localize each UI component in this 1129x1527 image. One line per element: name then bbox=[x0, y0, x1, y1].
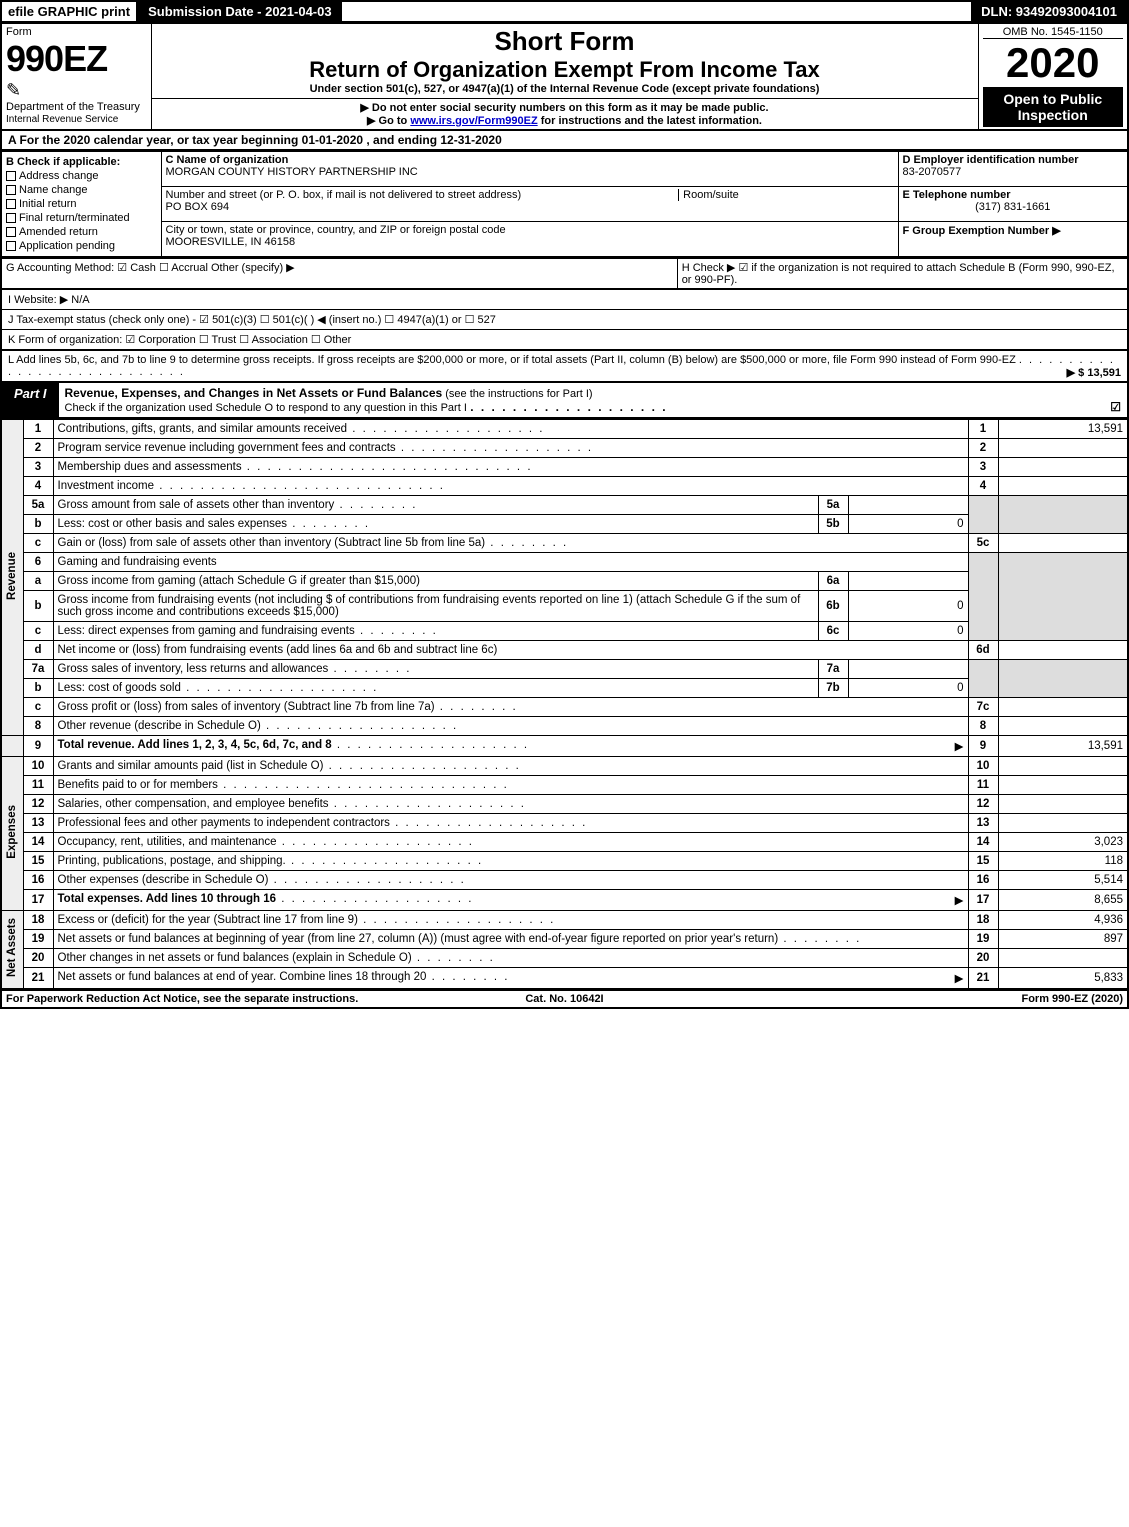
line9-val: 13,591 bbox=[998, 736, 1128, 757]
expenses-side-label: Expenses bbox=[1, 757, 23, 911]
line15-val: 118 bbox=[998, 852, 1128, 871]
section-d: D Employer identification number 83-2070… bbox=[898, 152, 1128, 187]
section-e: E Telephone number (317) 831-1661 bbox=[898, 186, 1128, 221]
dln-label: DLN: 93492093004101 bbox=[971, 2, 1127, 21]
chk-name[interactable] bbox=[6, 185, 16, 195]
row-a-taxyear: A For the 2020 calendar year, or tax yea… bbox=[0, 131, 1129, 151]
chk-address[interactable] bbox=[6, 171, 16, 181]
section-c-street: Number and street (or P. O. box, if mail… bbox=[161, 186, 898, 221]
row-k: K Form of organization: ☑ Corporation ☐ … bbox=[0, 330, 1129, 351]
line14-val: 3,023 bbox=[998, 833, 1128, 852]
footer-right: Form 990-EZ (2020) bbox=[751, 993, 1123, 1005]
title-short: Short Form bbox=[156, 26, 974, 57]
section-c-city: City or town, state or province, country… bbox=[161, 221, 898, 257]
rows-g-h: G Accounting Method: ☑ Cash ☐ Accrual Ot… bbox=[0, 258, 1129, 290]
row-g: G Accounting Method: ☑ Cash ☐ Accrual Ot… bbox=[1, 259, 677, 290]
title-subtitle: Under section 501(c), 527, or 4947(a)(1)… bbox=[156, 83, 974, 95]
part1-table: Revenue 1 Contributions, gifts, grants, … bbox=[0, 419, 1129, 990]
efile-label[interactable]: efile GRAPHIC print bbox=[2, 2, 138, 21]
row-h: H Check ▶ ☑ if the organization is not r… bbox=[677, 259, 1128, 290]
section-f: F Group Exemption Number ▶ bbox=[898, 221, 1128, 257]
part1-checkbox[interactable]: ☑ bbox=[1110, 400, 1121, 414]
footer-left: For Paperwork Reduction Act Notice, see … bbox=[6, 993, 378, 1005]
row-j: J Tax-exempt status (check only one) - ☑… bbox=[0, 310, 1129, 330]
open-to-public: Open to Public Inspection bbox=[983, 87, 1124, 127]
line21-val: 5,833 bbox=[998, 968, 1128, 990]
entity-info: B Check if applicable: Address change Na… bbox=[0, 151, 1129, 258]
footer-mid: Cat. No. 10642I bbox=[378, 993, 750, 1005]
form-header: Form 990EZ ✎ Department of the Treasury … bbox=[0, 23, 1129, 131]
section-c-name: C Name of organization MORGAN COUNTY HIS… bbox=[161, 152, 898, 187]
part1-tab: Part I bbox=[2, 383, 59, 417]
irs-link[interactable]: www.irs.gov/Form990EZ bbox=[410, 115, 537, 127]
part1-header: Part I Revenue, Expenses, and Changes in… bbox=[0, 383, 1129, 419]
chk-pending[interactable] bbox=[6, 241, 16, 251]
dept-label: Department of the Treasury bbox=[6, 101, 147, 113]
revenue-side-label: Revenue bbox=[1, 420, 23, 736]
arrow-icon: ▶ bbox=[955, 739, 964, 753]
omb-number: OMB No. 1545-1150 bbox=[983, 26, 1124, 39]
note-url: ▶ Go to www.irs.gov/Form990EZ for instru… bbox=[156, 114, 974, 127]
arrow-icon: ▶ bbox=[955, 893, 964, 907]
section-b: B Check if applicable: Address change Na… bbox=[1, 152, 161, 258]
form-word: Form bbox=[6, 26, 147, 38]
note-ssn: ▶ Do not enter social security numbers o… bbox=[156, 101, 974, 114]
line16-val: 5,514 bbox=[998, 871, 1128, 890]
top-bar: efile GRAPHIC print Submission Date - 20… bbox=[0, 0, 1129, 23]
chk-amended[interactable] bbox=[6, 227, 16, 237]
row-i: I Website: ▶ N/A bbox=[0, 290, 1129, 310]
row-l: L Add lines 5b, 6c, and 7b to line 9 to … bbox=[0, 351, 1129, 383]
line18-val: 4,936 bbox=[998, 911, 1128, 930]
tax-year: 2020 bbox=[983, 39, 1124, 87]
line19-val: 897 bbox=[998, 930, 1128, 949]
arrow-icon: ▶ bbox=[955, 971, 964, 985]
line17-val: 8,655 bbox=[998, 890, 1128, 911]
netassets-side-label: Net Assets bbox=[1, 911, 23, 990]
submission-date: Submission Date - 2021-04-03 bbox=[138, 2, 342, 21]
irs-label: Internal Revenue Service bbox=[6, 113, 147, 127]
title-main: Return of Organization Exempt From Incom… bbox=[156, 57, 974, 83]
chk-final[interactable] bbox=[6, 213, 16, 223]
line1-val: 13,591 bbox=[998, 420, 1128, 439]
page-footer: For Paperwork Reduction Act Notice, see … bbox=[0, 990, 1129, 1009]
chk-initial[interactable] bbox=[6, 199, 16, 209]
form-number: 990EZ bbox=[6, 38, 147, 80]
